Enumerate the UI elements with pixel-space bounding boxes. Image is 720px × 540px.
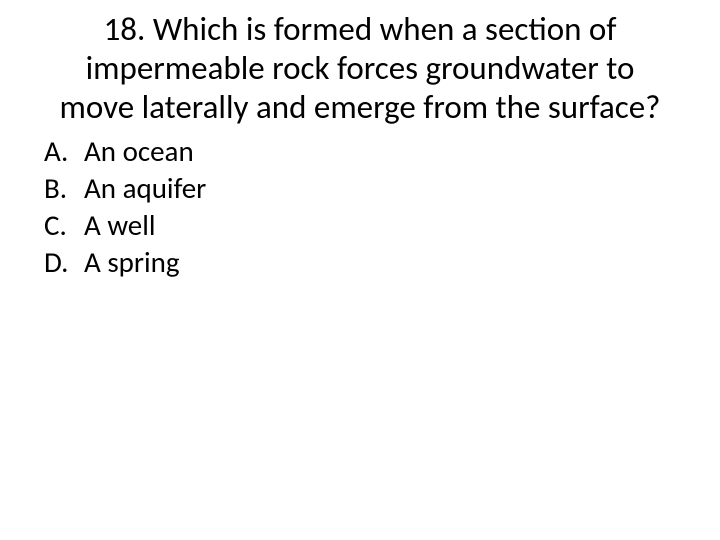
option-text: An ocean xyxy=(84,133,680,170)
option-c: C. A well xyxy=(44,207,680,244)
slide: 18. Which is formed when a section of im… xyxy=(0,0,720,540)
option-letter: C. xyxy=(44,207,84,244)
option-text: A spring xyxy=(84,244,680,281)
options-list: A. An ocean B. An aquifer C. A well D. A… xyxy=(44,133,680,281)
question-text: 18. Which is formed when a section of im… xyxy=(40,10,680,127)
option-letter: B. xyxy=(44,170,84,207)
option-b: B. An aquifer xyxy=(44,170,680,207)
option-text: A well xyxy=(84,207,680,244)
option-text: An aquifer xyxy=(84,170,680,207)
option-a: A. An ocean xyxy=(44,133,680,170)
option-letter: A. xyxy=(44,133,84,170)
option-letter: D. xyxy=(44,244,84,281)
option-d: D. A spring xyxy=(44,244,680,281)
